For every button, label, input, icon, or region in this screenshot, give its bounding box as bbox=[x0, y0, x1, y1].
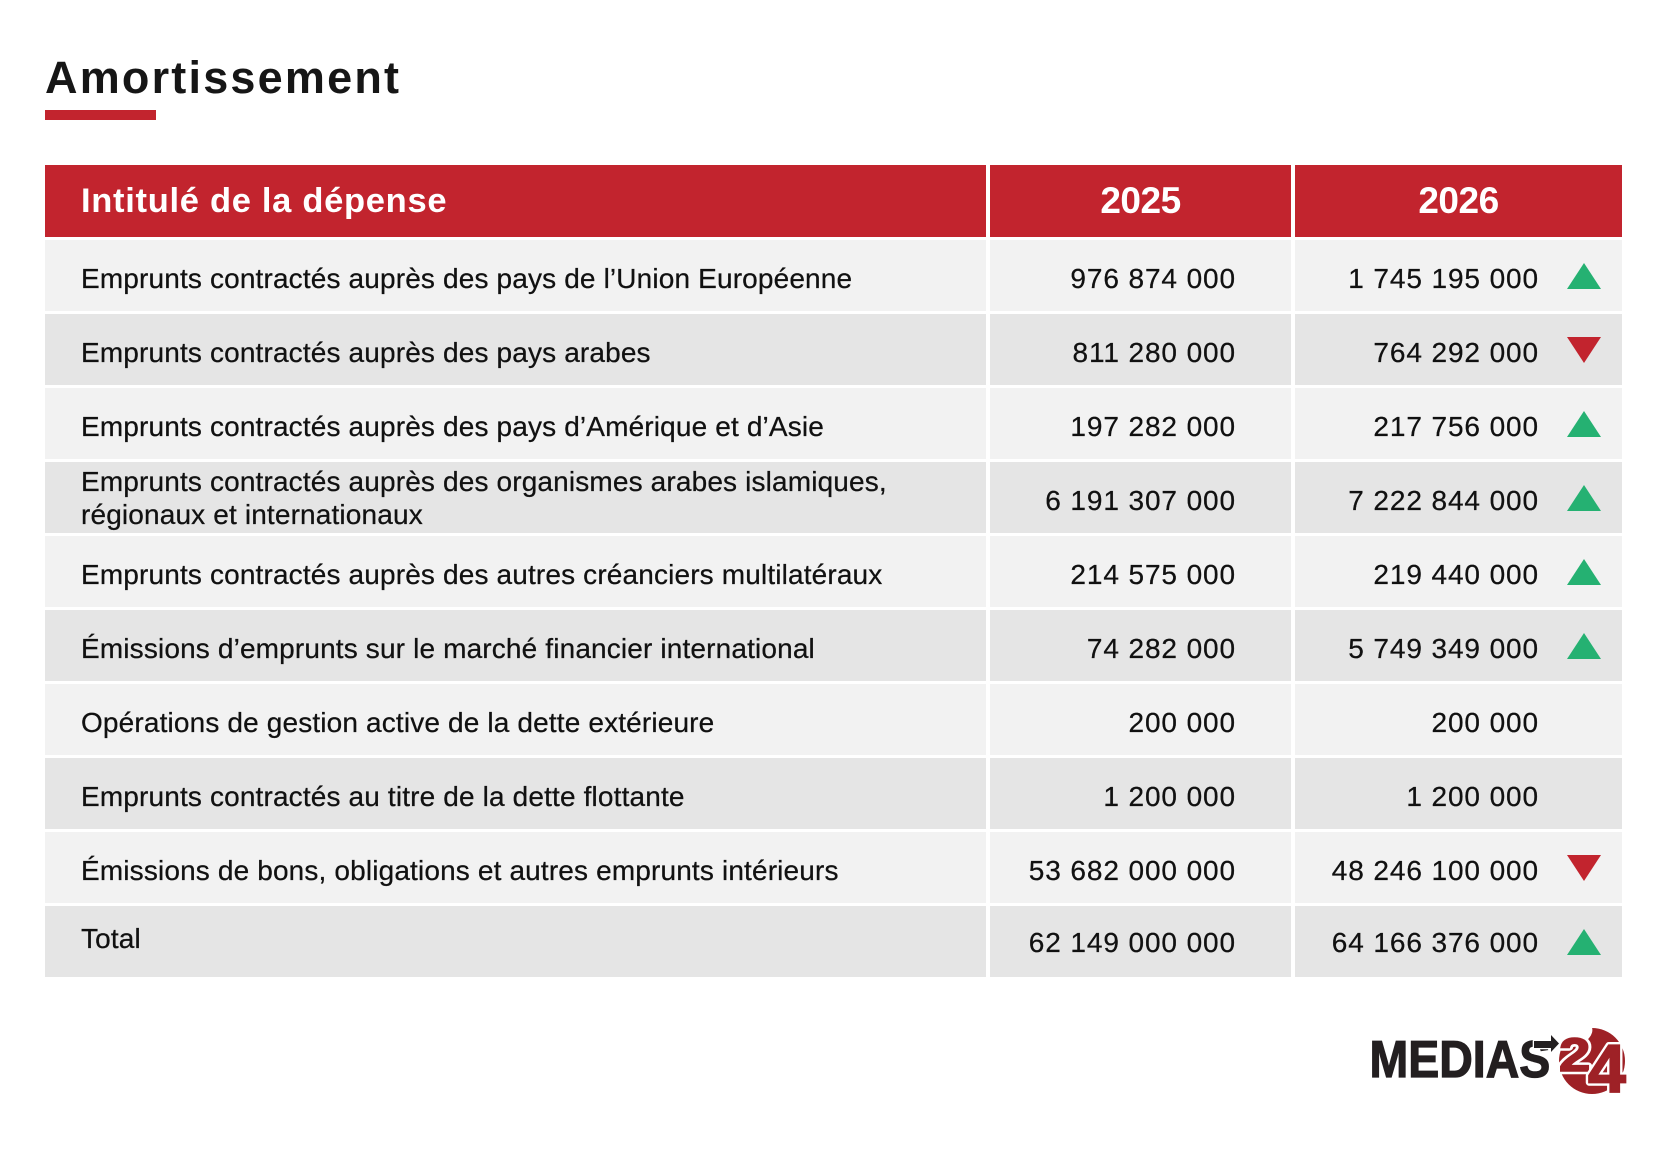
svg-text:MEDIAS: MEDIAS bbox=[1370, 1031, 1551, 1089]
svg-text:2: 2 bbox=[1559, 1029, 1590, 1082]
svg-text:4: 4 bbox=[1588, 1031, 1626, 1102]
svg-text:4: 4 bbox=[1588, 1031, 1626, 1102]
svg-text:2: 2 bbox=[1559, 1029, 1590, 1082]
